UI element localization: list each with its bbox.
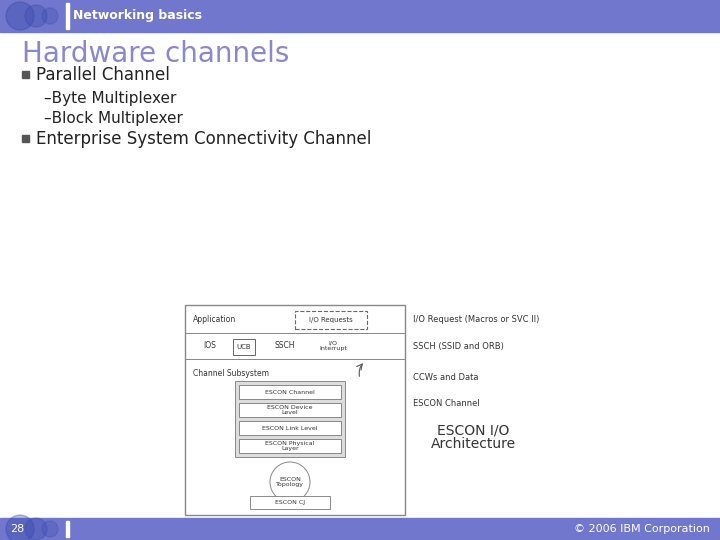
Text: –Byte Multiplexer: –Byte Multiplexer [44,91,176,106]
Text: –Block Multiplexer: –Block Multiplexer [44,111,183,126]
Text: Architecture: Architecture [431,437,516,451]
Circle shape [6,2,34,30]
Text: IOS: IOS [204,341,217,350]
Text: ESCON CJ: ESCON CJ [275,500,305,505]
Text: Enterprise System Connectivity Channel: Enterprise System Connectivity Channel [36,130,372,147]
Circle shape [6,515,34,540]
Bar [66,3,69,29]
Text: Parallel Channel: Parallel Channel [36,65,170,84]
Text: ESCON Channel: ESCON Channel [413,400,480,408]
Text: Channel Subsystem: Channel Subsystem [193,369,269,378]
Text: Application: Application [193,314,236,323]
Text: SSCH (SSID and ORB): SSCH (SSID and ORB) [413,341,504,350]
Circle shape [25,518,47,540]
Text: Networking basics: Networking basics [73,10,202,23]
Text: CCWs and Data: CCWs and Data [413,373,479,381]
Bar [0,0,720,32]
Bar [22,71,29,78]
Bar [235,381,345,457]
Circle shape [270,462,310,502]
Text: ESCON Link Level: ESCON Link Level [262,426,318,430]
Text: ESCON Physical
Layer: ESCON Physical Layer [265,441,315,451]
Circle shape [42,521,58,537]
Text: © 2006 IBM Corporation: © 2006 IBM Corporation [574,524,710,534]
Bar [239,421,341,435]
Bar [22,135,29,142]
Bar [239,439,341,453]
Circle shape [25,5,47,27]
Bar [0,518,720,540]
Text: Hardware channels: Hardware channels [22,40,289,68]
Bar [239,385,341,399]
Bar [66,521,69,537]
Text: I/O
Interrupt: I/O Interrupt [319,341,347,352]
Bar [233,339,255,355]
Text: ESCON I/O: ESCON I/O [437,423,509,437]
Text: ESCON Device
Level: ESCON Device Level [267,404,312,415]
Bar [239,403,341,417]
Text: ESCON
Topology: ESCON Topology [276,477,304,488]
Circle shape [42,8,58,24]
Bar [250,496,330,509]
Text: UCB: UCB [237,344,251,350]
Text: I/O Request (Macros or SVC II): I/O Request (Macros or SVC II) [413,314,539,323]
Text: 28: 28 [10,524,24,534]
Text: I/O Requests: I/O Requests [309,317,353,323]
Text: ESCON Channel: ESCON Channel [265,389,315,395]
Bar [185,305,405,515]
FancyBboxPatch shape [295,311,367,329]
Text: SSCH: SSCH [275,341,295,350]
